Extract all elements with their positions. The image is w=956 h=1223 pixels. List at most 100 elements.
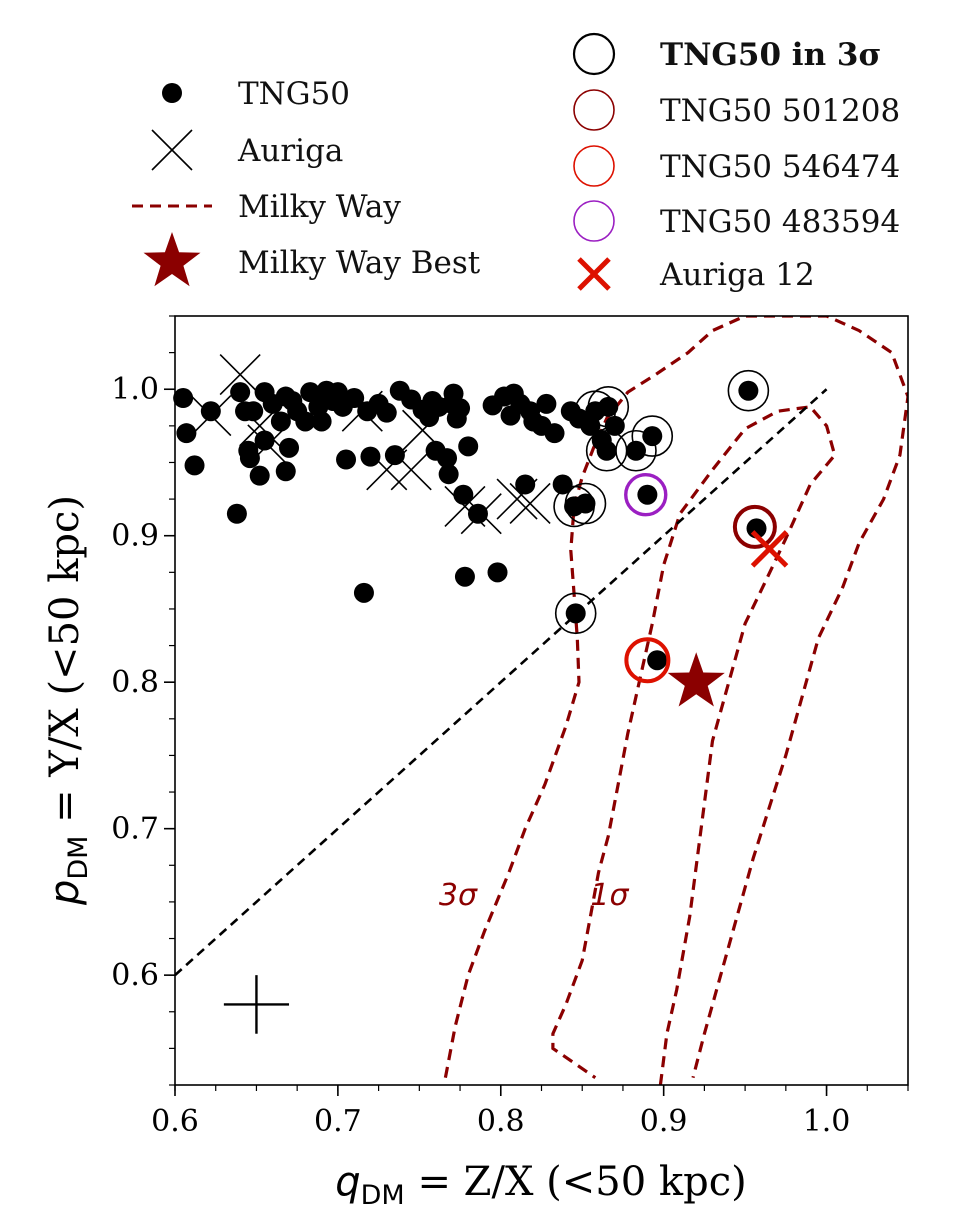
tng50-point-16 [275,461,296,482]
tng50-point-64 [544,423,565,444]
legend-label-auriga: Auriga [237,133,343,169]
tng50-3sigma-ring-4 [585,429,628,472]
tng50-point-59 [515,474,536,495]
legend-marker-tng50-501208 [573,89,615,131]
auriga12-point-0 [750,530,789,568]
tng50-point-23 [311,411,332,432]
tng50-3sigma-ring-8 [727,369,770,412]
legend-marker-milky-way-best [143,232,201,287]
legend-marker-tng50-546474 [573,145,615,187]
tng50-point-32 [360,446,381,467]
tng50-point-0 [173,388,194,409]
legend-label-tng50_3s: TNG50 in 3σ [660,37,881,73]
legend-marker-auriga [151,129,193,171]
tng50-point-63 [536,393,557,414]
y-axis-label: pDM = Y/X (<50 kpc) [42,495,94,906]
tng50-point-30 [353,582,374,603]
tng50-501208-ring-0 [732,504,777,549]
tng50-point-9 [243,401,264,422]
tng50-point-78 [637,484,658,505]
tng50-point-14 [270,411,291,432]
legend-label-tng50_546474: TNG50 546474 [660,149,900,185]
tng50-point-1 [176,423,197,444]
tng50-point-35 [384,445,405,466]
tng50-point-3 [200,401,221,422]
legend-label-tng50_483594: TNG50 483594 [660,204,900,240]
x-tick-label-3: 0.9 [640,1104,688,1139]
tng50-3sigma-ring-0 [554,592,597,635]
tng50-point-70 [575,493,596,514]
legend-marker-tng50-3sigma [572,32,616,76]
tng50-point-8 [239,448,260,469]
legend-marker-auriga12 [577,257,611,291]
tng50-point-79 [642,426,663,447]
tng50-point-68 [565,603,586,624]
legend-label-mw: Milky Way [238,189,401,225]
x-tick-label-2: 0.8 [477,1104,525,1139]
tng50-point-4 [226,503,247,524]
tng50-point-77 [625,440,646,461]
tng50-483594-ring-0 [624,473,668,517]
tng50-point-49 [453,484,474,505]
auriga12-point-0-stroke-b [750,530,789,568]
tng50-point-17 [279,437,300,458]
marks-layer [173,354,789,1034]
tng50-point-29 [344,388,365,409]
tng50-point-12 [254,430,275,451]
legend-marker-tng50 [162,83,182,103]
contour-layer: 1σ 3σ [439,316,908,1085]
auriga-point-1-stroke-b [219,354,261,396]
tng50-point-28 [336,449,357,470]
legend-label-mw_best: Milky Way Best [238,245,481,281]
tng50-point-10 [249,465,270,486]
tng50-point-52 [467,503,488,524]
tng50-point-21 [300,382,321,403]
x-axis-label: qDM = Z/X (<50 kpc) [335,1159,746,1211]
legend-marker-auriga-stroke-b [151,129,193,171]
auriga-point-11-stroke-b [509,482,551,525]
tng50-point-20 [295,411,316,432]
tng50-point-5 [230,382,251,403]
tng50-point-43 [437,448,458,469]
x-tick-label-1: 0.7 [314,1104,362,1139]
tng50-point-50 [454,566,475,587]
legend: TNG50 Auriga Milky Way Milky Way Best TNG50 … [132,32,900,293]
y-tick-label-0: 0.6 [111,958,159,993]
contour-2 [443,316,908,1079]
tng50-point-80 [647,650,668,671]
legend-label-tng50_501208: TNG50 501208 [660,93,900,129]
y-tick-label-3: 0.9 [111,519,159,554]
tng50-3sigma-ring-5 [587,386,630,428]
contour-1 [551,405,837,1085]
tng50-3sigma-ring-6 [615,429,657,472]
tng50-point-34 [376,402,397,423]
axes: 0.6 0.7 0.8 0.9 1.0 0.6 0.7 0.8 0.9 1.0 [111,315,909,1139]
auriga-point-6-stroke-b [390,449,432,491]
legend-label-auriga12: Auriga 12 [659,257,815,293]
auriga-point-1 [219,354,261,396]
milky-way-best-star-0 [667,652,725,707]
tng50-point-2 [184,455,205,476]
tng50-point-48 [450,398,471,419]
tng50-point-44 [438,464,459,485]
y-tick-label-2: 0.8 [111,665,159,700]
tng50-point-74 [596,440,617,461]
tng50-546474-ring-0 [624,637,671,684]
auriga-point-11 [509,482,551,525]
legend-marker-tng50-483594 [573,200,615,242]
x-tick-label-0: 0.6 [151,1104,199,1139]
auriga-point-8-stroke-b [444,485,486,527]
x-tick-label-4: 1.0 [803,1104,851,1139]
y-tick-label-1: 0.7 [111,812,159,847]
contour-label-1: 1σ [590,878,629,913]
tng50-point-51 [458,436,479,457]
tng50-point-54 [487,562,508,583]
tng50-point-81 [738,380,759,401]
one-to-one-line [175,388,828,977]
reference-line-layer [175,388,828,977]
tng50-3sigma-ring-2 [564,482,607,525]
y-tick-label-4: 1.0 [111,372,159,407]
tng50-point-65 [552,474,573,495]
